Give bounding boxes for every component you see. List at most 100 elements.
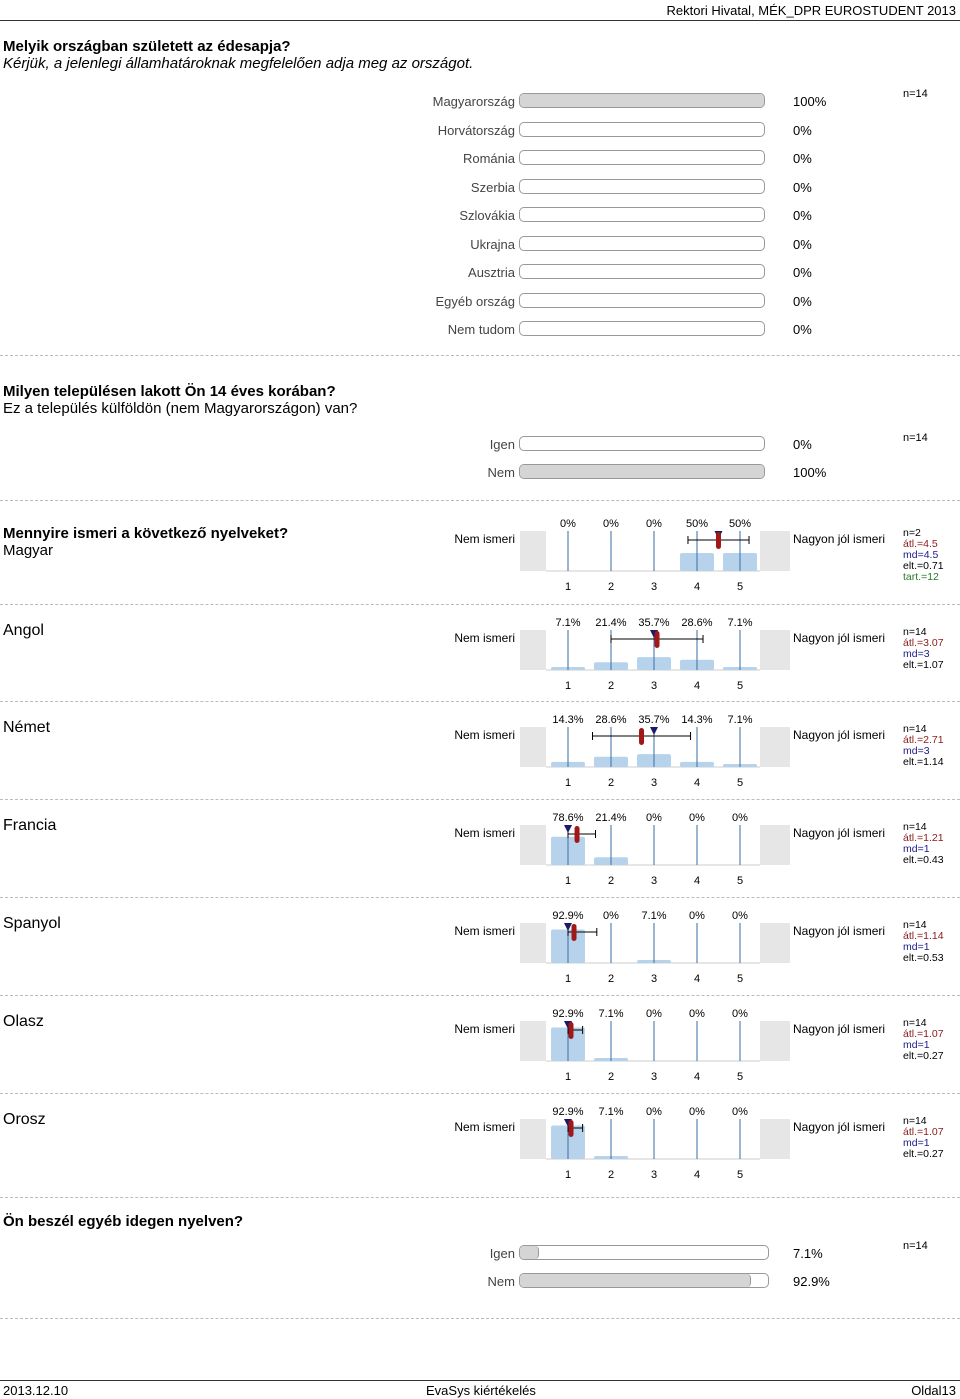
percent-label: 0% [689, 1106, 705, 1118]
stat-elt: elt.=0.27 [903, 1050, 944, 1062]
stat-elt: elt.=1.14 [903, 756, 944, 768]
scale-number: 3 [651, 581, 657, 593]
percent-bar [519, 150, 765, 165]
option-label: Nem [487, 465, 515, 480]
stat-md: md=1 [903, 843, 930, 855]
option-row: Ukrajna 0% [0, 235, 960, 254]
footer-divider [0, 1380, 960, 1381]
option-label: Nem tudom [447, 322, 515, 337]
percent-label: 92.9% [552, 1106, 583, 1118]
stat-atl: átl.=2.71 [903, 734, 944, 746]
stat-n: n=14 [903, 1115, 927, 1127]
stats-block: n=14 átl.=1.21 md=1 elt.=0.43 [903, 822, 944, 866]
option-percent: 0% [793, 122, 812, 138]
percent-bar [519, 235, 765, 251]
separator [0, 604, 960, 605]
scale-left-label: Nem ismeri [454, 1120, 515, 1134]
percent-bar-fill [520, 1246, 539, 1259]
scale-number: 4 [694, 777, 700, 789]
option-percent: 7.1% [793, 1246, 823, 1261]
language-name: Olasz [3, 1013, 44, 1030]
percent-label: 78.6% [552, 812, 583, 824]
mean-marker [639, 728, 645, 745]
option-label: Szlovákia [459, 208, 515, 223]
option-percent: 0% [793, 236, 812, 252]
percent-label: 7.1% [727, 714, 752, 726]
percent-bar [519, 178, 765, 194]
q3-title: Mennyire ismeri a következő nyelveket? [3, 525, 289, 542]
left-panel [520, 727, 546, 767]
percent-label: 21.4% [595, 812, 626, 824]
percent-label: 50% [686, 518, 708, 530]
percent-label: 28.6% [595, 714, 626, 726]
left-panel [520, 923, 546, 963]
left-panel [520, 531, 546, 571]
scale-number: 2 [608, 581, 614, 593]
separator [0, 897, 960, 898]
percent-bar [519, 436, 765, 451]
percent-bar-fill [520, 1274, 752, 1287]
right-panel [760, 727, 790, 767]
stat-n: n=14 [903, 821, 927, 833]
median-marker [564, 825, 572, 833]
percent-label: 92.9% [552, 910, 583, 922]
stat-atl: átl.=4.5 [903, 538, 938, 550]
option-row: Szerbia 0% [0, 178, 960, 197]
scale-number: 3 [651, 1169, 657, 1181]
option-label: Nem [487, 1274, 515, 1289]
option-row: Igen 7.1% [0, 1245, 960, 1263]
percent-label: 7.1% [727, 617, 752, 629]
option-percent: 92.9% [793, 1274, 830, 1289]
language-distribution-chart: 0% 1 0% 2 0% 3 50% 4 50% 5 [520, 518, 790, 593]
scale-number: 2 [608, 1071, 614, 1083]
option-percent: 0% [793, 322, 812, 337]
percent-label: 0% [560, 518, 576, 530]
footer-center: EvaSys kiértékelés [426, 1383, 536, 1398]
separator [0, 1197, 960, 1198]
percent-label: 0% [646, 1008, 662, 1020]
stat-md: md=3 [903, 745, 930, 757]
stat-n: n=14 [903, 723, 927, 735]
mean-marker [654, 631, 660, 648]
scale-number: 2 [608, 680, 614, 692]
q2-n: n=14 [903, 432, 928, 444]
percent-label: 0% [646, 1106, 662, 1118]
separator [0, 799, 960, 800]
mean-marker [568, 1022, 574, 1039]
scale-right-label: Nagyon jól ismeri [793, 728, 886, 742]
scale-number: 5 [737, 875, 743, 887]
stat-md: md=1 [903, 1137, 930, 1149]
median-marker [650, 727, 658, 735]
option-label: Magyarország [432, 94, 515, 109]
stat-n: n=14 [903, 919, 927, 931]
percent-label: 0% [689, 1008, 705, 1020]
option-percent: 100% [793, 94, 827, 109]
scale-right-label: Nagyon jól ismeri [793, 826, 886, 840]
left-panel [520, 1021, 546, 1061]
percent-label: 35.7% [638, 714, 669, 726]
option-label: Horvátország [437, 122, 515, 138]
percent-bar [519, 1245, 769, 1260]
stat-n: n=14 [903, 1017, 927, 1029]
stat-tart: tart.=12 [903, 571, 939, 583]
scale-number: 4 [694, 680, 700, 692]
right-panel [760, 825, 790, 865]
stats-block: n=2 átl.=4.5 md=4.5 elt.=0.71 tart.=12 [903, 528, 944, 583]
stat-atl: átl.=3.07 [903, 637, 944, 649]
percent-label: 0% [603, 910, 619, 922]
percent-label: 0% [732, 1008, 748, 1020]
header-divider [0, 20, 960, 21]
percent-bar [519, 321, 765, 336]
language-distribution-chart: 7.1% 1 21.4% 2 35.7% 3 28.6% 4 7.1% 5 [520, 617, 790, 692]
percent-label: 0% [732, 1106, 748, 1118]
option-row: Nem 100% [0, 464, 960, 482]
mean-marker [568, 1120, 574, 1137]
scale-number: 4 [694, 875, 700, 887]
mean-marker [571, 924, 577, 941]
footer-date: 2013.12.10 [3, 1383, 69, 1398]
scale-number: 5 [737, 1169, 743, 1181]
scale-left-label: Nem ismeri [454, 826, 515, 840]
percent-bar [519, 464, 765, 479]
percent-bar-fill [520, 94, 764, 107]
percent-label: 0% [646, 518, 662, 530]
